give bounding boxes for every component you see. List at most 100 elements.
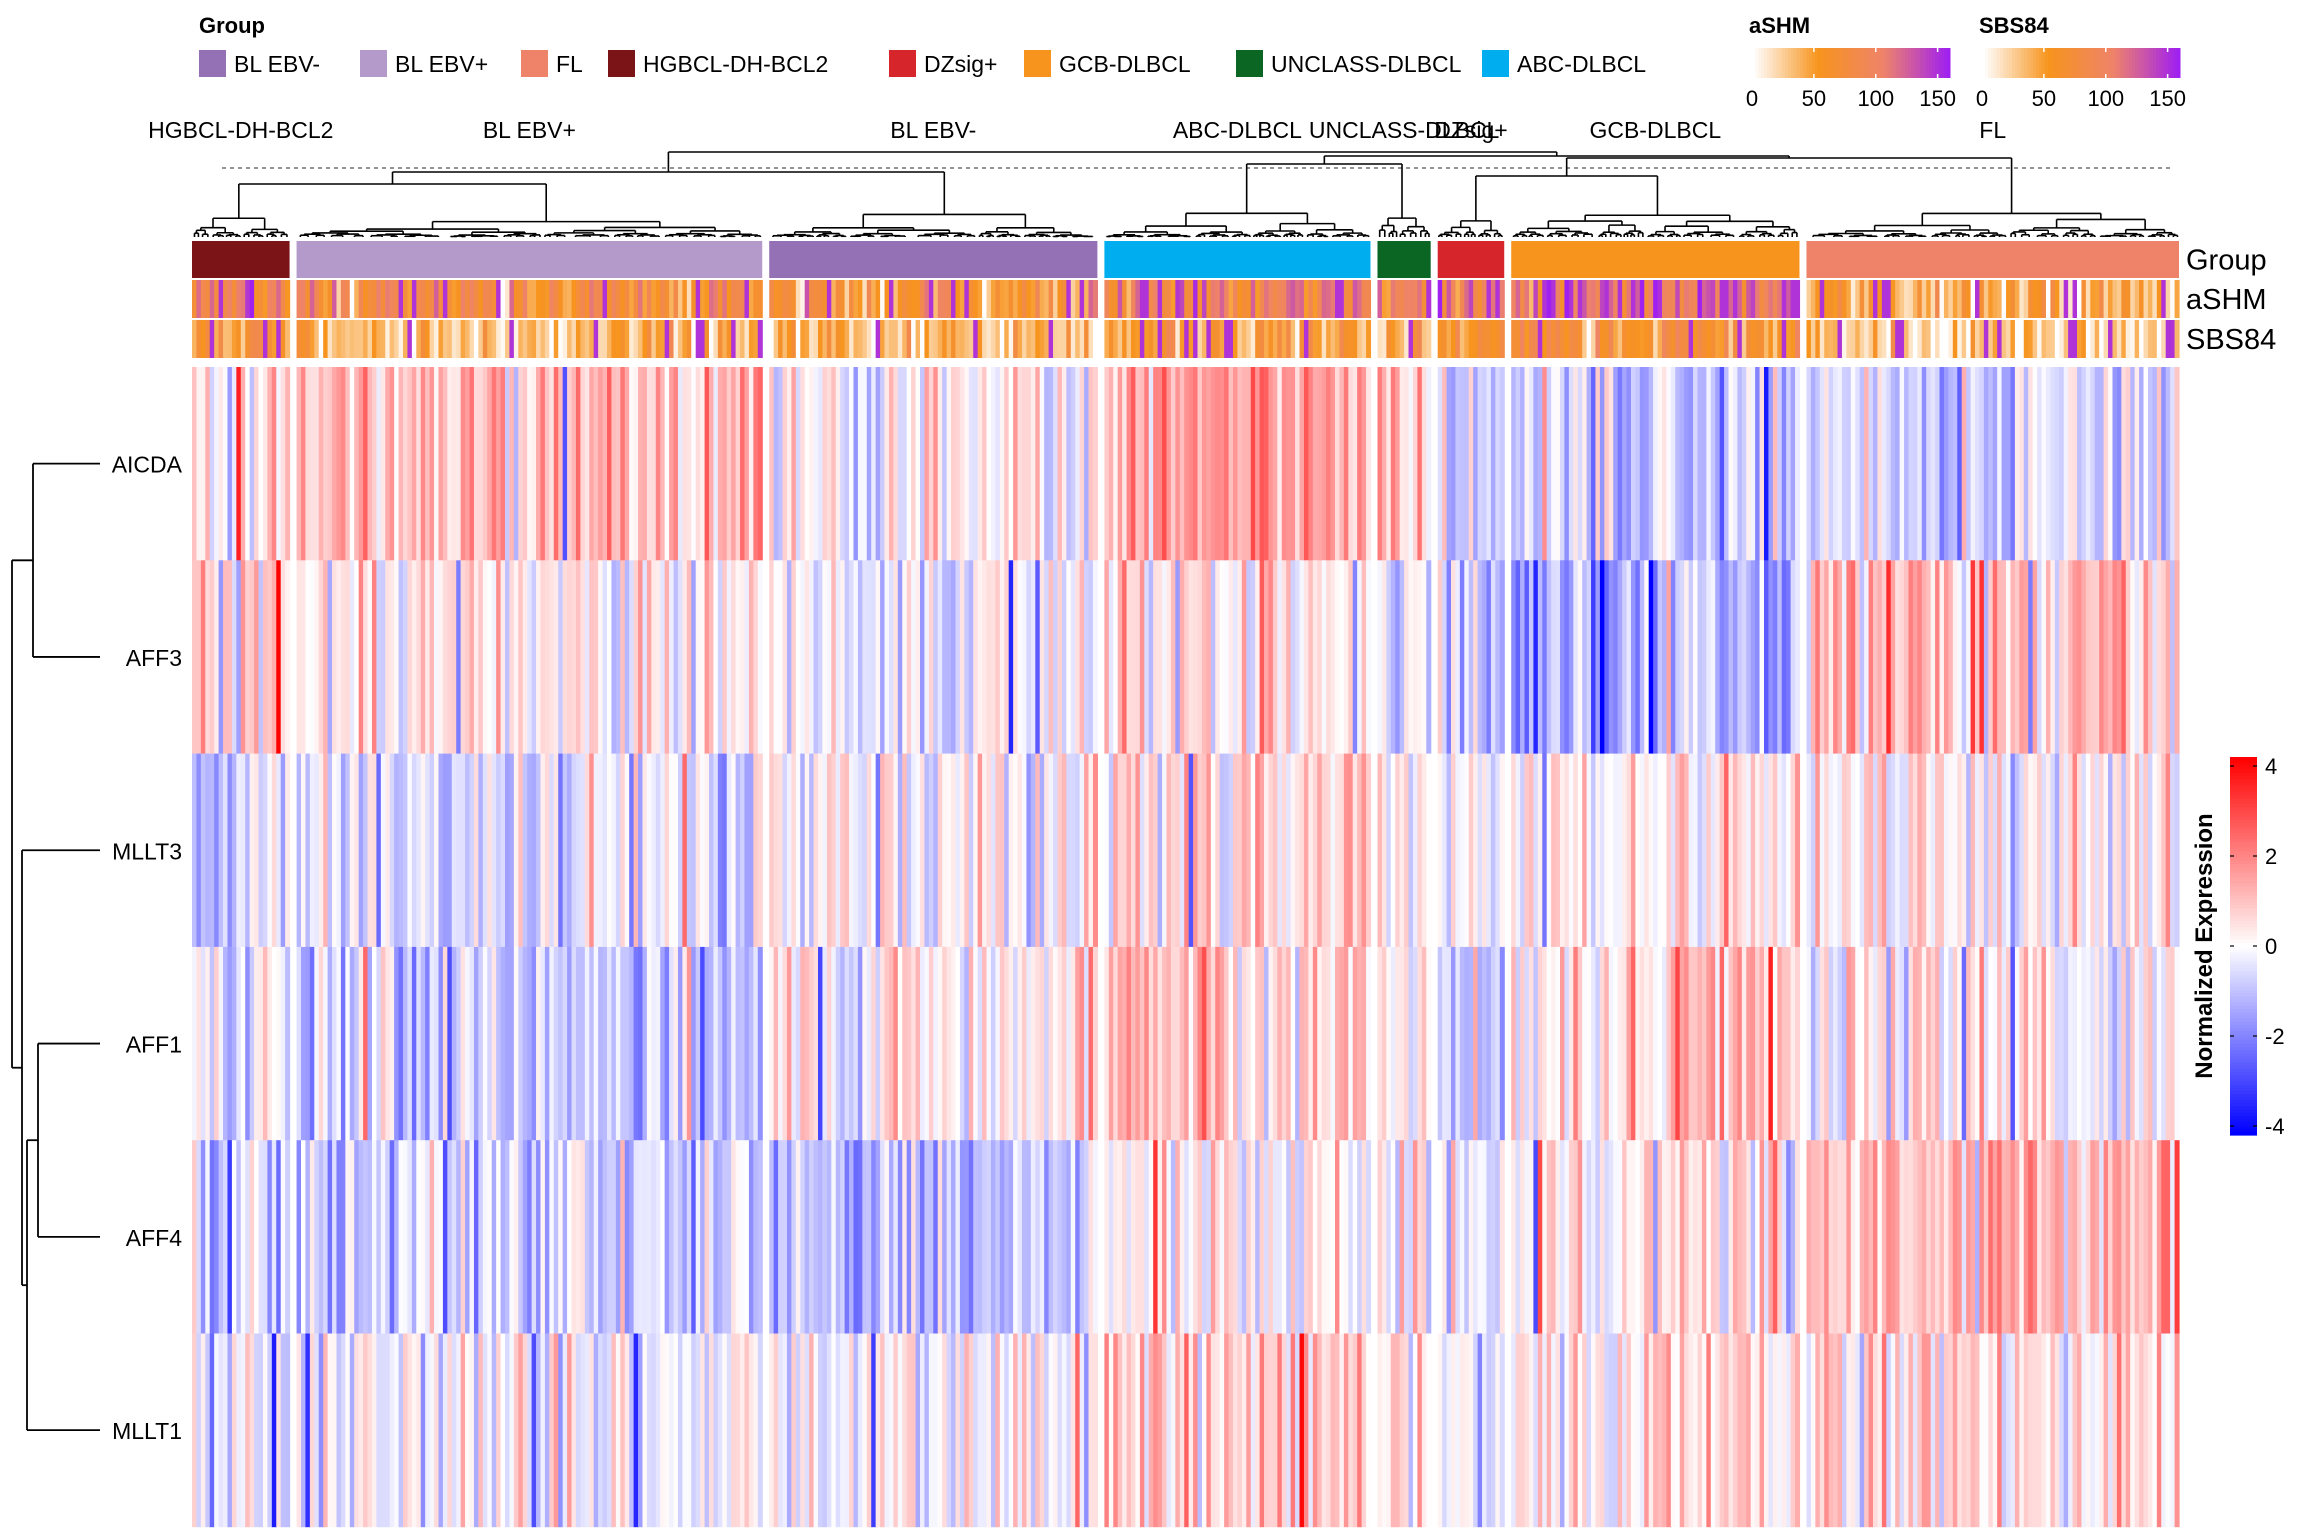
heatmap-cell [937,1140,943,1334]
sbs84-cell [1366,320,1372,358]
heatmap-cell [196,367,202,561]
ashm-cell [2010,280,2016,318]
heatmap-cell [1468,560,1474,754]
heatmap-cell [897,946,903,1141]
heatmap-cell [1312,1333,1318,1528]
heatmap-cell [2010,946,2016,1141]
heatmap-cell [1066,946,1072,1141]
heatmap-cell [549,753,555,948]
heatmap-cell [513,367,519,561]
ashm-cell [2028,280,2034,318]
heatmap-cell [1417,367,1423,561]
heatmap-cell [1564,1333,1570,1528]
ashm-colorbar-step [1869,48,1873,78]
ashm-cell [1026,280,1032,318]
heatmap-cell [1890,1140,1896,1334]
heatmap-cell [1573,1333,1579,1528]
heatmap-cell [1170,753,1176,948]
heatmap-cell [505,946,511,1141]
heatmap-cell [1070,367,1076,561]
heatmap-cell [567,367,573,561]
heatmap-cell [1850,1333,1856,1528]
heatmap-cell [1395,1140,1401,1334]
heatmap-cell [1193,1333,1199,1528]
heatmap-cell [1841,560,1847,754]
ashm-cell [1250,280,1256,318]
heatmap-cell [584,1333,590,1528]
heatmap-cell [544,1333,550,1528]
heatmap-cell [1988,1333,1994,1528]
heatmap-cell [1524,1333,1530,1528]
heatmap-cell [740,1333,746,1528]
sbs84-cell [1728,320,1734,358]
heatmap-cell [1246,367,1252,561]
heatmap-cell [200,1333,206,1528]
heatmap-cell [1084,1333,1090,1528]
heatmap-cell [491,946,497,1141]
sbs84-cell [1104,320,1110,358]
heatmap-cell [500,1333,506,1528]
heatmap-cell [363,367,369,561]
heatmap-cell [1604,946,1610,1141]
sbs84-cell [726,320,732,358]
expression-colorbar-step [2230,1119,2257,1123]
heatmap-cell [1412,560,1418,754]
heatmap-cell [831,1333,837,1528]
heatmap-cell [214,1333,220,1528]
heatmap-cell [1715,1140,1721,1334]
ashm-cell [2143,280,2149,318]
heatmap-cell [1666,1333,1672,1528]
heatmap-cell [1386,946,1392,1141]
ashm-cell [1912,280,1918,318]
sbs84-cell [214,320,220,358]
heatmap-cell [920,1333,926,1528]
sbs84-cell [1764,320,1770,358]
heatmap-cell [1295,1140,1301,1334]
heatmap-cell [735,1333,741,1528]
heatmap-cell [2081,560,2087,754]
ashm-cell [1179,280,1185,318]
heatmap-cell [385,367,391,561]
heatmap-cell [1286,753,1292,948]
ashm-cell [1828,280,1834,318]
ashm-colorbar-step [1878,48,1882,78]
heatmap-cell [2143,1140,2149,1334]
sbs84-colorbar-step [2132,48,2136,78]
heatmap-cell [920,1140,926,1334]
sbs84-cell [540,320,546,358]
heatmap-cell [1666,560,1672,754]
heatmap-cell [1166,1140,1172,1334]
expression-colorbar-step [2230,1090,2257,1095]
heatmap-cell [1648,753,1654,948]
heatmap-cell [1417,1140,1423,1334]
heatmap-cell [1395,1333,1401,1528]
sbs84-cell [911,320,917,358]
heatmap-cell [822,367,828,561]
sbs84-cell [223,320,229,358]
heatmap-cell [735,946,741,1141]
heatmap-cell [2081,753,2087,948]
heatmap-cell [1622,560,1628,754]
sbs84-cell [358,320,364,358]
sbs84-cell [1943,320,1949,358]
heatmap-cell [451,946,457,1141]
heatmap-cell [1855,946,1861,1141]
ashm-cell [1710,280,1716,318]
heatmap-cell [893,1140,899,1334]
heatmap-cell [1241,560,1247,754]
heatmap-cell [782,367,788,561]
heatmap-cell [1542,753,1548,948]
heatmap-cell [1193,753,1199,948]
heatmap-cell [1412,946,1418,1141]
ashm-cell [651,280,657,318]
heatmap-cell [2139,753,2145,948]
ashm-colorbar-step [1776,48,1780,78]
heatmap-cell [1908,1333,1914,1528]
heatmap-cell [544,367,550,561]
heatmap-cell [664,367,670,561]
heatmap-cell [2125,1140,2131,1334]
sbs84-cell [487,320,493,358]
heatmap-cell [884,367,890,561]
heatmap-cell [2050,367,2056,561]
heatmap-cell [1983,753,1989,948]
